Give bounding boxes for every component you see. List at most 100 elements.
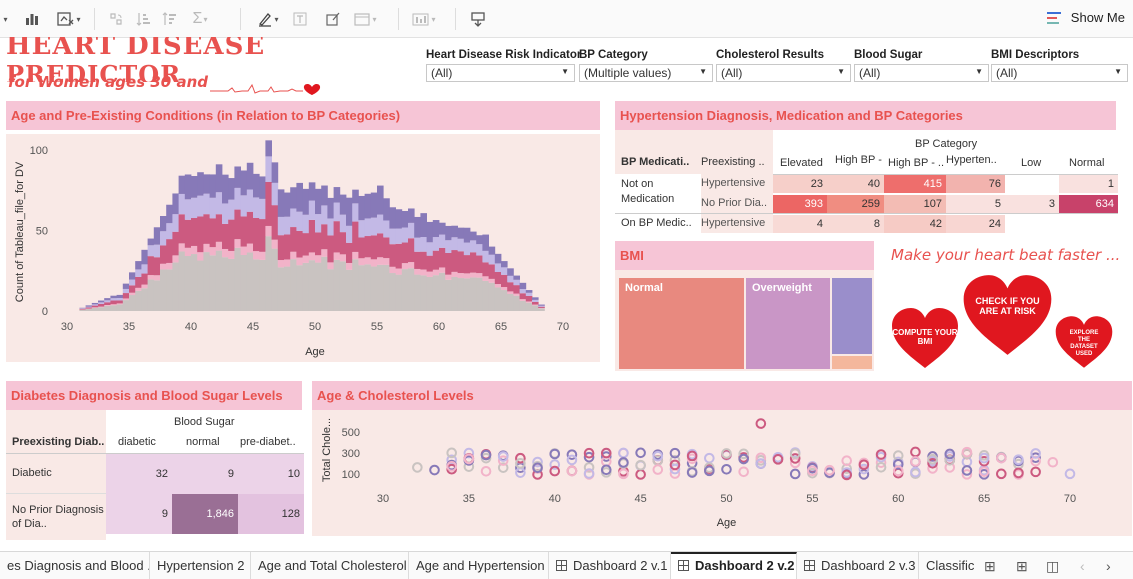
cholesterol-point[interactable]: [1064, 468, 1076, 480]
age-bar-segment[interactable]: [439, 234, 446, 248]
age-bar-segment[interactable]: [501, 287, 508, 291]
age-bar-segment[interactable]: [513, 293, 520, 296]
cholesterol-point[interactable]: [927, 457, 938, 469]
age-bar-segment[interactable]: [370, 217, 378, 236]
age-bar-segment[interactable]: [513, 279, 520, 286]
age-bar-segment[interactable]: [265, 140, 272, 157]
age-bar-segment[interactable]: [321, 249, 328, 257]
age-bar-segment[interactable]: [470, 240, 477, 253]
age-bar-segment[interactable]: [277, 260, 285, 268]
cholesterol-point[interactable]: [858, 469, 870, 480]
cholesterol-point[interactable]: [583, 462, 595, 473]
age-bar-segment[interactable]: [445, 274, 452, 280]
age-bar-segment[interactable]: [122, 288, 130, 294]
age-bar-segment[interactable]: [135, 287, 142, 291]
cholesterol-point[interactable]: [704, 465, 715, 477]
chevron-right-icon[interactable]: ›: [1106, 558, 1111, 574]
hypertension-table[interactable]: BP Category BP Medicati.. Preexisting ..…: [615, 130, 1118, 233]
cholesterol-point[interactable]: [892, 465, 904, 477]
cholesterol-scatter-chart[interactable]: 500 300 100 30 35 40 45 50 55 60 65 70 Age Total Chol…: [312, 410, 1132, 536]
age-bar-segment[interactable]: [222, 223, 229, 249]
cholesterol-point[interactable]: [652, 464, 664, 475]
age-bar-segment[interactable]: [364, 236, 372, 258]
age-bar-segment[interactable]: [414, 268, 421, 275]
age-bar-segment[interactable]: [463, 273, 471, 279]
age-bar-segment[interactable]: [352, 189, 359, 204]
age-bar-segment[interactable]: [488, 254, 496, 265]
age-bar-segment[interactable]: [129, 272, 136, 280]
tab-hypertension-2[interactable]: Hypertension 2: [150, 552, 251, 579]
age-bar-segment[interactable]: [129, 295, 136, 311]
age-bar-segment[interactable]: [203, 214, 210, 244]
age-bar-segment[interactable]: [98, 302, 105, 304]
bmi-treemap[interactable]: Normal Overweight: [615, 270, 874, 371]
age-bar-segment[interactable]: [482, 262, 489, 277]
age-bar-segment[interactable]: [228, 250, 235, 259]
age-bar-segment[interactable]: [426, 271, 434, 277]
age-bar-segment[interactable]: [519, 299, 527, 301]
age-bar-segment[interactable]: [339, 214, 347, 233]
cholesterol-point[interactable]: [429, 464, 440, 476]
age-bar-segment[interactable]: [420, 269, 427, 276]
cholesterol-point[interactable]: [1030, 448, 1041, 459]
age-bar-segment[interactable]: [135, 261, 142, 270]
age-bar-segment[interactable]: [271, 182, 279, 206]
age-bar-segment[interactable]: [383, 220, 390, 238]
age-bar-segment[interactable]: [240, 170, 248, 196]
age-bar-segment[interactable]: [457, 273, 465, 279]
cholesterol-point[interactable]: [652, 450, 664, 462]
age-bar-segment[interactable]: [98, 307, 105, 311]
new-story-icon[interactable]: ◫: [1046, 558, 1060, 574]
age-bar-segment[interactable]: [364, 218, 372, 237]
age-bar-segment[interactable]: [246, 252, 254, 311]
age-bar-segment[interactable]: [327, 269, 334, 311]
age-bar-segment[interactable]: [79, 309, 86, 311]
age-bar-segment[interactable]: [265, 181, 272, 226]
age-bar-segment[interactable]: [302, 214, 310, 234]
age-bar-segment[interactable]: [271, 248, 279, 311]
age-bar-segment[interactable]: [525, 290, 533, 293]
cholesterol-point[interactable]: [841, 469, 853, 481]
age-bar-segment[interactable]: [271, 205, 279, 240]
show-me-button[interactable]: Show Me: [1046, 10, 1125, 25]
age-bar-segment[interactable]: [401, 227, 409, 243]
age-bar-segment[interactable]: [377, 264, 384, 311]
age-bar-segment[interactable]: [116, 304, 124, 311]
age-bar-segment[interactable]: [339, 232, 347, 255]
age-bar-segment[interactable]: [426, 242, 434, 256]
age-bar-segment[interactable]: [85, 307, 93, 309]
cholesterol-point[interactable]: [978, 466, 990, 477]
tab-age-total-cholesterol[interactable]: Age and Total Cholesterol: [251, 552, 409, 579]
age-bar-segment[interactable]: [110, 295, 117, 299]
cholesterol-point[interactable]: [686, 467, 698, 478]
hypertension-cell[interactable]: 415: [884, 175, 946, 193]
age-bar-segment[interactable]: [290, 187, 297, 209]
age-bar-segment[interactable]: [389, 273, 396, 311]
age-bar-segment[interactable]: [321, 224, 328, 250]
age-bar-segment[interactable]: [370, 259, 378, 267]
filter-select[interactable]: (All) ▼: [991, 64, 1128, 82]
age-bar-segment[interactable]: [166, 223, 173, 240]
sort-ascending-icon[interactable]: [134, 9, 154, 29]
age-bar-segment[interactable]: [327, 235, 334, 263]
cholesterol-point[interactable]: [635, 447, 646, 459]
age-stacked-chart[interactable]: 100 50 0 30 35 40 45 50 55 60 65 70 Age Count of Tabl…: [6, 134, 600, 362]
filter-select[interactable]: (Multiple values) ▼: [579, 64, 713, 82]
age-bar-segment[interactable]: [476, 277, 483, 311]
age-bar-segment[interactable]: [209, 197, 217, 219]
age-bar-segment[interactable]: [290, 259, 297, 311]
clear-sheet-icon[interactable]: ▾: [54, 9, 84, 29]
age-bar-segment[interactable]: [141, 273, 148, 285]
age-bar-segment[interactable]: [339, 254, 347, 262]
age-bar-segment[interactable]: [308, 200, 316, 220]
age-bar-segment[interactable]: [172, 193, 179, 215]
age-bar-segment[interactable]: [209, 255, 217, 311]
cholesterol-point[interactable]: [824, 464, 835, 476]
age-bar-segment[interactable]: [488, 278, 496, 283]
age-bar-segment[interactable]: [327, 262, 334, 270]
cholesterol-point[interactable]: [497, 462, 509, 473]
diabetes-cell[interactable]: 9: [106, 494, 172, 534]
age-bar-segment[interactable]: [104, 300, 111, 303]
cholesterol-point[interactable]: [772, 454, 784, 465]
cholesterol-point[interactable]: [669, 463, 681, 475]
